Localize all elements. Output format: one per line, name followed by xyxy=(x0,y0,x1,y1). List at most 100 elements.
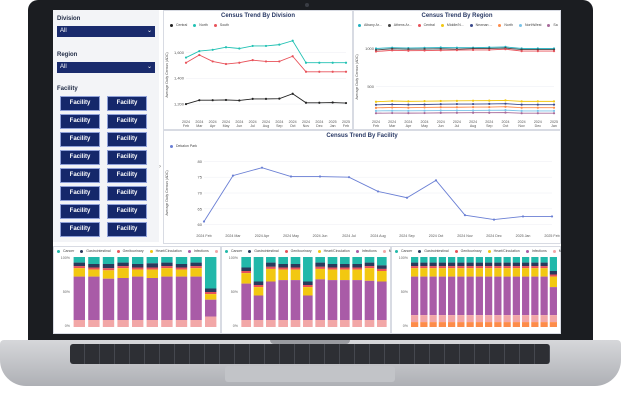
facility-button[interactable]: Facility xyxy=(60,222,100,237)
region-dropdown[interactable]: All ⌄ xyxy=(57,62,155,73)
data-point xyxy=(488,105,491,109)
bar-segment xyxy=(102,264,115,269)
legend-item[interactable]: Genitourinary xyxy=(454,249,485,253)
facility-button[interactable]: Facility xyxy=(107,168,147,183)
legend-item[interactable]: Sa xyxy=(547,23,560,27)
legend-item[interactable]: Gastrointestinal xyxy=(418,249,451,253)
bar-segment xyxy=(503,322,511,327)
bar-segment xyxy=(146,257,158,264)
bar-segment xyxy=(475,315,483,323)
legend-item[interactable]: Cancer xyxy=(57,249,77,253)
legend-swatch xyxy=(248,249,252,253)
region-value: All xyxy=(60,64,67,70)
legend-swatch xyxy=(116,249,120,253)
y-tick-label: 65 xyxy=(198,206,203,211)
bar-segment xyxy=(303,281,313,285)
diagnosis-chart-panel-1: Cancer Gastrointestinal Genitourinary Heart… xyxy=(53,246,236,334)
facility-button[interactable]: Facility xyxy=(107,186,147,201)
data-point xyxy=(423,47,426,51)
facility-button[interactable]: Facility xyxy=(60,168,100,183)
bar-segment xyxy=(146,263,158,268)
facility-button[interactable]: Facility xyxy=(60,114,100,129)
facility-button[interactable]: Facility xyxy=(107,204,147,219)
facility-button[interactable]: Facility xyxy=(107,114,147,129)
y-axis-label: Average Daily Census (ADC) xyxy=(165,170,169,215)
facility-button[interactable]: Facility xyxy=(60,186,100,201)
division-dropdown[interactable]: All ⌄ xyxy=(57,26,155,37)
facility-button[interactable]: Facility xyxy=(107,132,147,147)
legend-label: Cancer xyxy=(231,249,243,253)
data-point xyxy=(463,214,467,217)
legend-item[interactable]: Genitourinary xyxy=(116,249,147,253)
facility-button[interactable]: Facility xyxy=(107,222,147,237)
legend-item[interactable]: Cancer xyxy=(395,249,415,253)
facility-button[interactable]: Facility xyxy=(60,96,100,111)
series-line xyxy=(185,40,346,64)
legend-item[interactable]: Heart/Circulation xyxy=(487,249,523,253)
legend-item[interactable]: Gastrointestinal xyxy=(248,249,281,253)
legend-item[interactable]: Gastrointestinal xyxy=(80,249,113,253)
legend-item[interactable]: Newnan ... xyxy=(469,23,496,27)
bar-segment xyxy=(352,267,362,270)
bar-segment xyxy=(377,320,387,327)
bar-segment xyxy=(290,264,301,268)
legend-item[interactable]: Albany Ar... xyxy=(358,23,385,27)
data-point xyxy=(455,106,459,109)
bar-segment xyxy=(448,322,456,327)
bar-segment xyxy=(364,280,375,320)
bar-segment xyxy=(503,266,511,269)
legend-item[interactable]: NorthWest xyxy=(518,23,544,27)
bar-segment xyxy=(290,269,301,281)
bar-segment xyxy=(485,315,493,323)
legend-swatch xyxy=(547,23,551,27)
legend-item[interactable]: Infections xyxy=(525,249,550,253)
x-tick-label: 2024 xyxy=(388,120,396,124)
data-point xyxy=(391,99,394,103)
facility-button[interactable]: Facility xyxy=(60,150,100,165)
bar-segment xyxy=(175,320,188,327)
legend-item[interactable]: Central xyxy=(170,23,190,27)
y-tick-label: 75 xyxy=(198,175,203,180)
legend-item[interactable]: Heart/Circulation xyxy=(317,249,353,253)
facility-button[interactable]: Facility xyxy=(107,150,147,165)
legend-label: Heart/Circulation xyxy=(323,249,350,253)
y-tick-label: 0% xyxy=(233,324,239,328)
facility-button[interactable]: Facility xyxy=(60,132,100,147)
x-tick-label: Jul xyxy=(455,124,460,128)
legend-item[interactable]: Middle/N... xyxy=(440,23,467,27)
facility-button[interactable]: Facility xyxy=(60,204,100,219)
legend-item[interactable]: Athens Ar... xyxy=(387,23,415,27)
x-tick-label: 2024 xyxy=(501,120,509,124)
legend-item[interactable]: Genitourinary xyxy=(284,249,315,253)
x-tick-label: 2024 Jul xyxy=(342,234,356,238)
legend-item[interactable]: Heart/Circulation xyxy=(149,249,185,253)
bar-segment xyxy=(512,262,520,267)
legend-item[interactable]: Cancer xyxy=(225,249,245,253)
y-axis-label: Average Daily Census (ADC) xyxy=(355,54,359,99)
legend-swatch xyxy=(417,23,421,27)
legend-item[interactable]: Infections xyxy=(355,249,380,253)
facility-button[interactable]: Facility xyxy=(107,96,147,111)
bar-segment xyxy=(457,276,465,316)
legend-item[interactable]: Metabolic xyxy=(552,249,561,253)
legend-item[interactable]: Infections xyxy=(187,249,212,253)
data-point xyxy=(260,166,264,169)
legend-item[interactable]: South xyxy=(213,23,232,27)
legend-label: Newnan ... xyxy=(475,23,493,27)
legend-swatch xyxy=(193,23,197,27)
bar-segment xyxy=(266,281,276,320)
legend-item[interactable]: North xyxy=(193,23,211,27)
chevron-right-icon[interactable]: › xyxy=(159,164,161,170)
bar-segment xyxy=(549,315,557,323)
x-tick-label: 2024 xyxy=(453,120,461,124)
series-line xyxy=(375,47,554,51)
data-point xyxy=(455,99,459,102)
legend-item[interactable]: Central xyxy=(417,23,438,27)
legend-item[interactable]: North xyxy=(498,23,516,27)
bar-segment xyxy=(457,266,465,269)
legend-label: Middle/N... xyxy=(446,23,464,27)
bar-segment xyxy=(175,276,188,320)
legend-item[interactable]: Dekalon Park xyxy=(170,144,200,148)
bar-segment xyxy=(117,257,129,263)
x-tick-label: 2024 xyxy=(534,120,542,124)
